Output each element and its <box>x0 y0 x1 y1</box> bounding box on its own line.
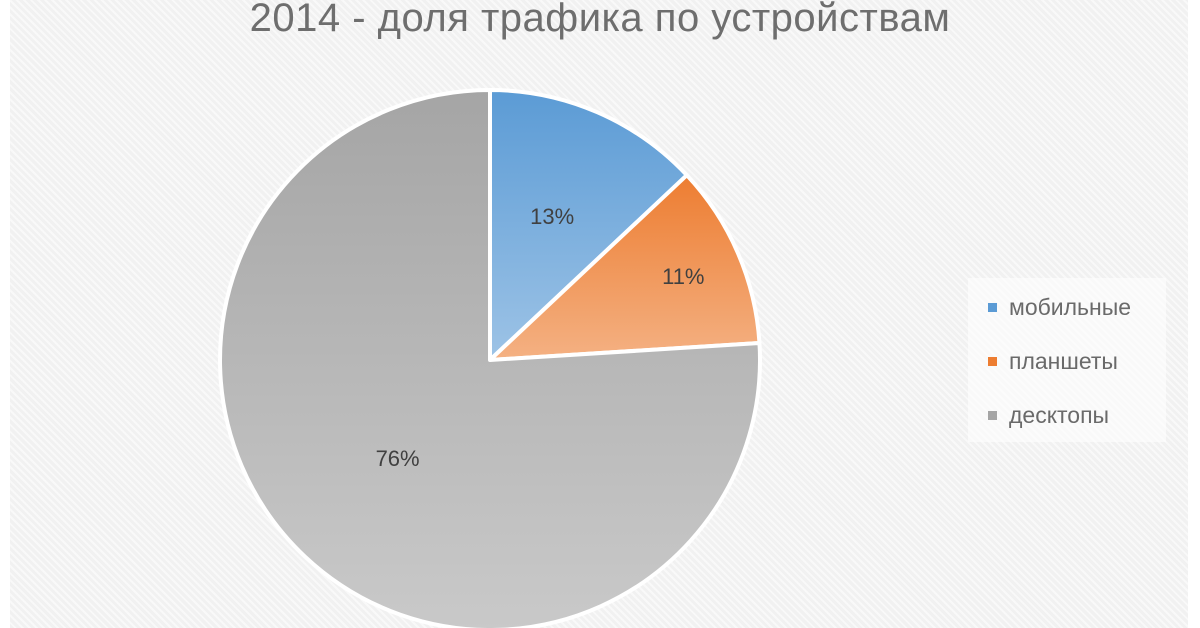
slice-desktop <box>218 88 762 628</box>
slice-mobile <box>488 88 689 362</box>
chart-title: 2014 - доля трафика по устройствам <box>249 0 951 40</box>
left-margin <box>0 0 10 628</box>
legend-item-desktop: десктопы <box>988 400 1109 430</box>
legend-swatch-mobile <box>988 302 997 312</box>
legend-label-desktop: десктопы <box>1009 401 1110 428</box>
slice-label-desktop: 76% <box>376 446 420 471</box>
legend-item-tablet: планшеты <box>988 346 1118 376</box>
legend-item-mobile: мобильные <box>988 292 1131 322</box>
legend-swatch-tablet <box>988 356 997 366</box>
legend-label-tablet: планшеты <box>1009 347 1118 374</box>
slice-label-tablet: 11% <box>662 264 704 289</box>
legend-label-mobile: мобильные <box>1009 293 1132 320</box>
legend-swatch-desktop <box>988 410 997 420</box>
slice-tablet <box>488 173 762 362</box>
right-margin <box>1188 0 1200 628</box>
legend: мобильные планшеты десктопы <box>968 278 1166 442</box>
slice-label-mobile: 13% <box>530 204 574 229</box>
